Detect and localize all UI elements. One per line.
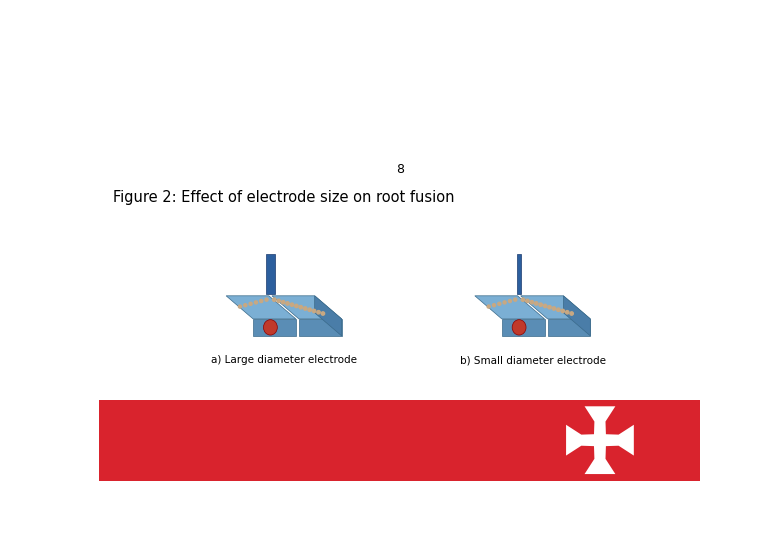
Polygon shape [584,406,615,440]
Circle shape [272,298,276,301]
Circle shape [265,298,268,301]
Ellipse shape [264,320,278,335]
Polygon shape [584,440,615,474]
Circle shape [561,309,565,313]
Text: a) Large diameter electrode: a) Large diameter electrode [211,355,357,365]
Polygon shape [548,319,590,336]
Text: b) Small diameter electrode: b) Small diameter electrode [460,355,606,365]
Circle shape [254,301,257,304]
Circle shape [492,303,495,307]
Polygon shape [566,425,600,456]
Circle shape [526,299,529,302]
Polygon shape [299,319,342,336]
Circle shape [557,308,560,312]
Polygon shape [226,296,296,319]
Circle shape [509,300,512,302]
Circle shape [295,304,298,308]
Circle shape [544,304,547,308]
Circle shape [313,309,316,313]
Circle shape [243,303,246,307]
Circle shape [570,312,573,315]
Circle shape [299,306,303,309]
Polygon shape [272,296,342,319]
Circle shape [277,299,280,302]
Polygon shape [600,425,634,456]
Bar [266,254,275,294]
Circle shape [308,308,311,312]
Polygon shape [502,319,544,336]
Circle shape [321,312,324,315]
Circle shape [488,305,490,308]
Polygon shape [253,319,296,336]
Circle shape [539,303,542,306]
Circle shape [566,310,569,314]
Ellipse shape [512,320,526,335]
Circle shape [552,307,555,310]
Circle shape [498,302,501,305]
Circle shape [285,302,289,305]
Circle shape [521,298,525,301]
Text: 8: 8 [395,163,404,176]
Circle shape [317,310,321,314]
Polygon shape [475,296,544,319]
Circle shape [514,298,517,301]
Polygon shape [563,296,590,336]
Circle shape [249,302,252,305]
Circle shape [290,303,293,306]
Circle shape [282,300,285,304]
Polygon shape [520,296,590,319]
Text: Figure 2: Effect of electrode size on root fusion: Figure 2: Effect of electrode size on ro… [113,190,455,205]
Circle shape [260,300,263,302]
Circle shape [503,301,506,304]
Circle shape [548,306,551,309]
Polygon shape [314,296,342,336]
Circle shape [239,305,242,308]
Circle shape [530,300,534,304]
Circle shape [534,302,538,305]
Bar [99,400,700,481]
Circle shape [303,307,307,310]
Bar [517,254,521,294]
